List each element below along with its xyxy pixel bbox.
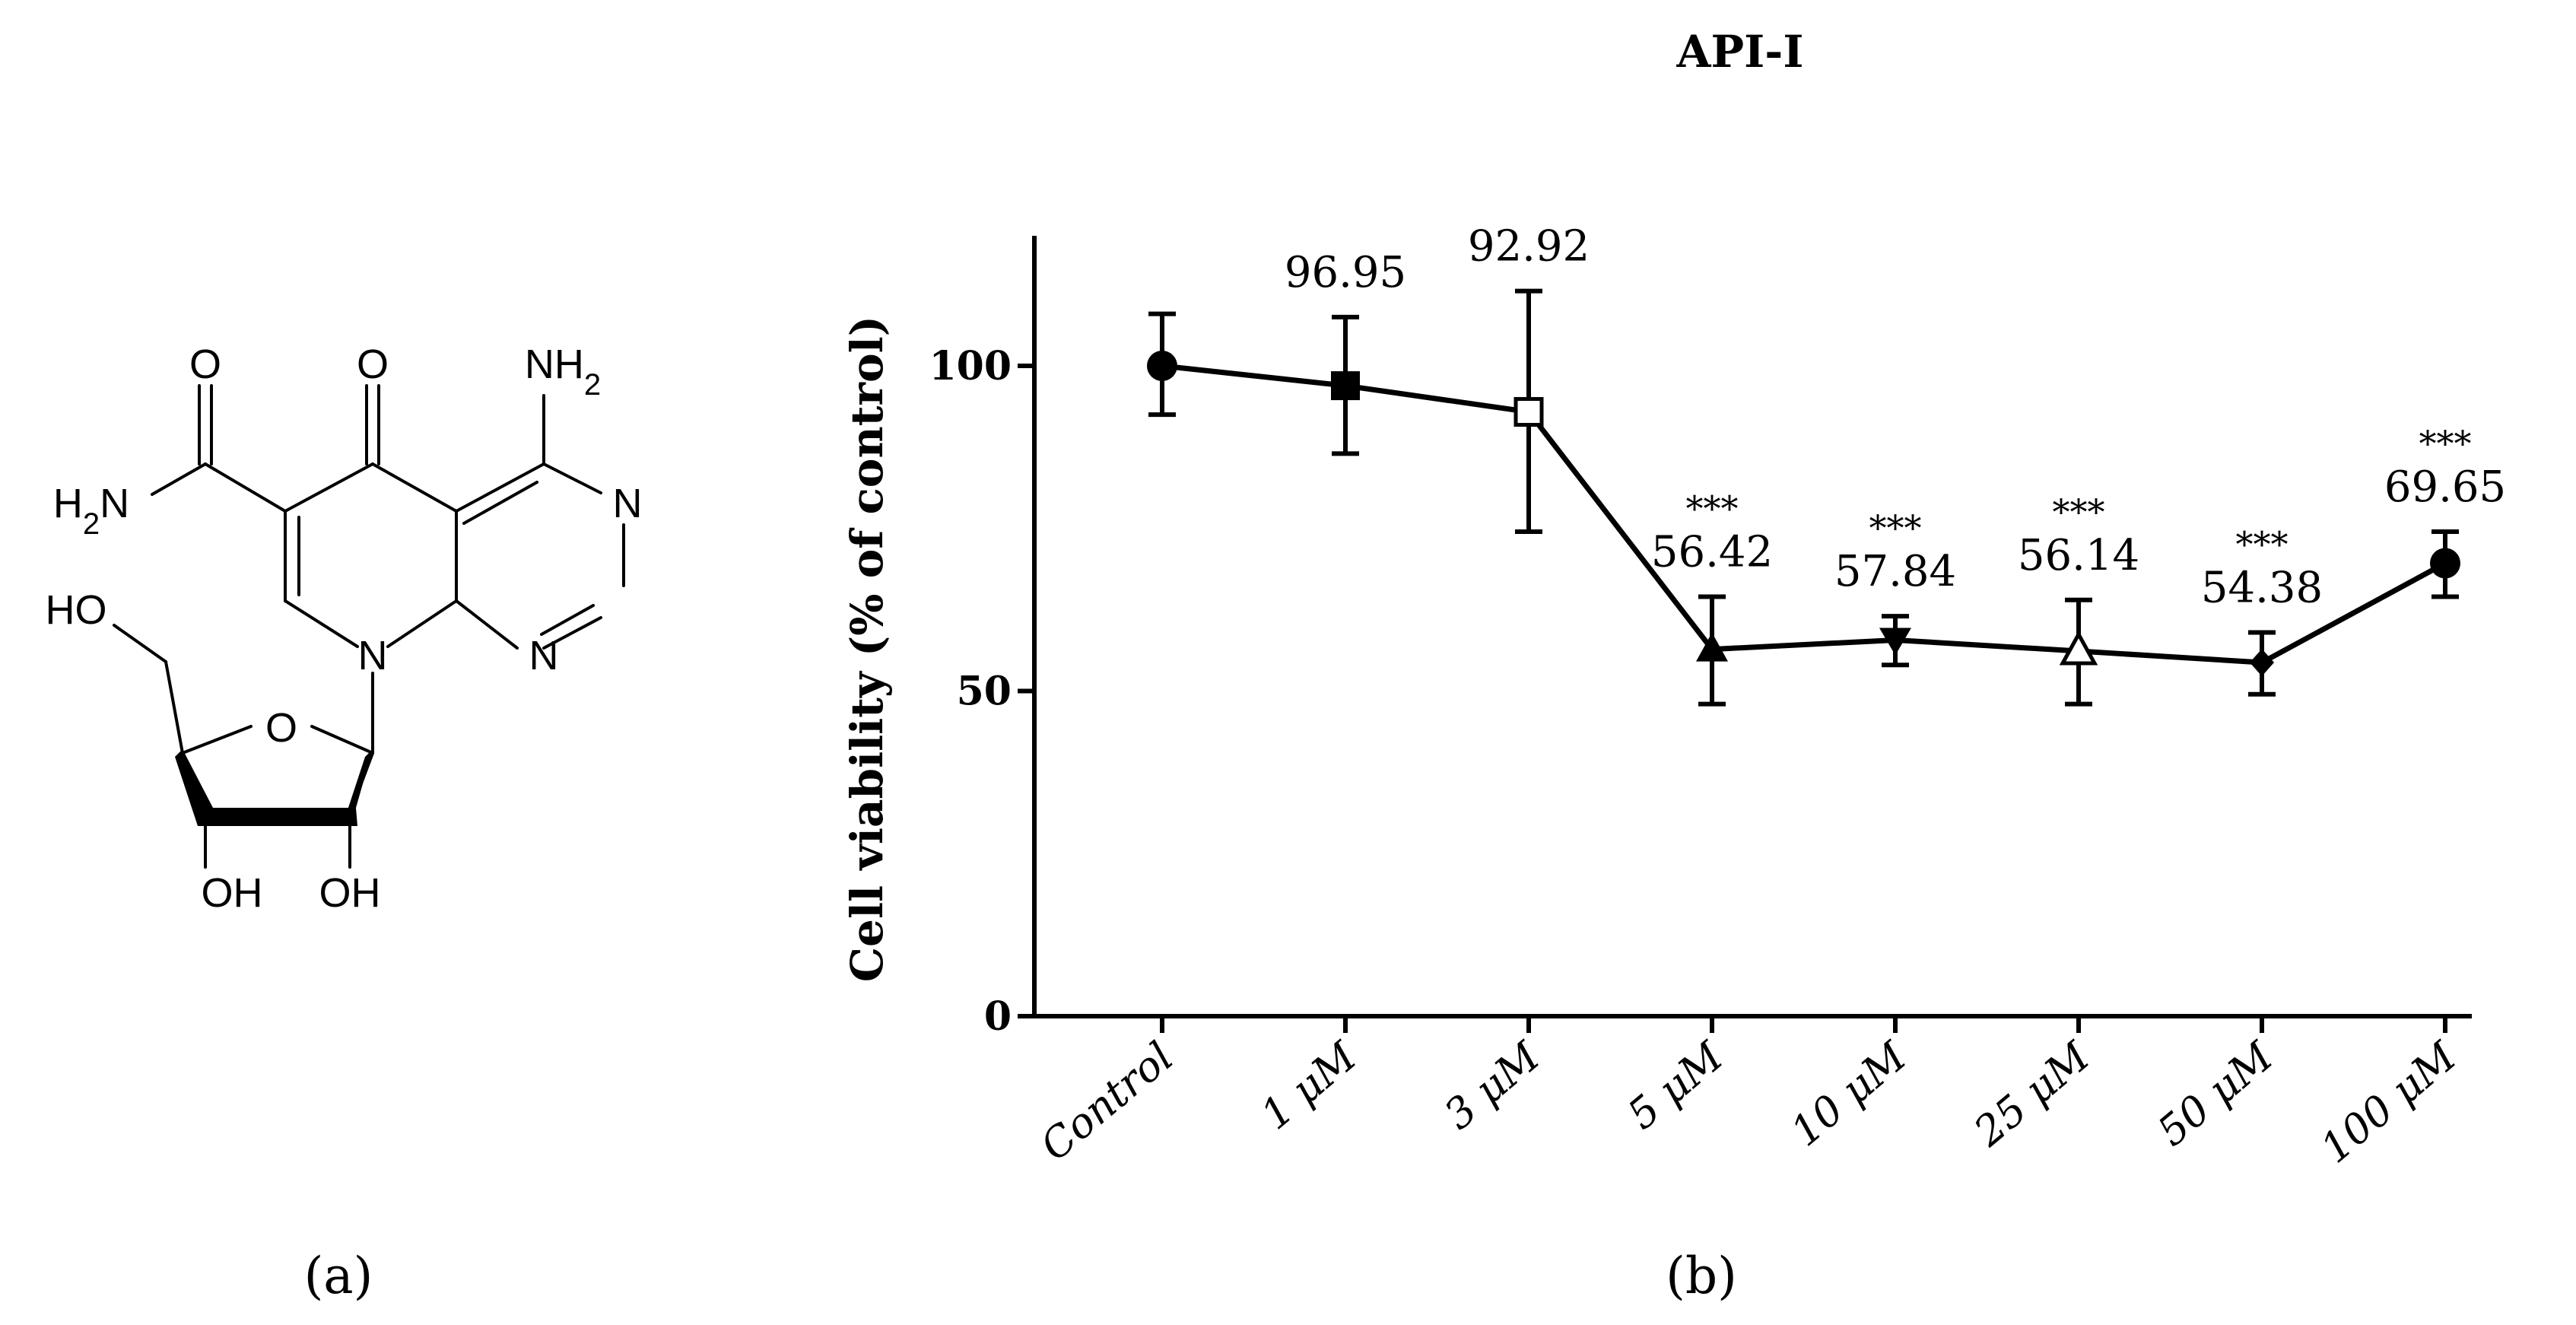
data-label: 56.14 xyxy=(2018,531,2139,580)
bond xyxy=(542,616,602,650)
x-tick-label: Control xyxy=(1031,1033,1182,1171)
atom-oh-2: OH xyxy=(319,870,381,916)
bond xyxy=(386,599,458,648)
significance-marker: *** xyxy=(2053,491,2105,532)
panel-label-b: (b) xyxy=(1666,1247,1737,1305)
data-point xyxy=(1879,628,1911,656)
bond xyxy=(284,462,374,513)
significance-marker: *** xyxy=(2236,524,2289,565)
data-label: 54.38 xyxy=(2201,564,2323,613)
atom-n-lower: N xyxy=(529,633,559,678)
atom-o-ketone: O xyxy=(357,342,389,387)
bond xyxy=(540,604,595,636)
y-axis-label: Cell viability (% of control) xyxy=(841,316,893,982)
y-tick-label: 100 xyxy=(929,343,1012,389)
x-tick-label: 100 μM xyxy=(2312,1032,2466,1173)
bond xyxy=(371,462,458,513)
bond xyxy=(113,624,167,663)
bond xyxy=(164,660,184,755)
x-tick-label: 50 μM xyxy=(2149,1032,2283,1156)
x-tick-label: 5 μM xyxy=(1618,1032,1733,1139)
y-tick-label: 0 xyxy=(984,993,1012,1040)
bond xyxy=(151,462,207,496)
chart-title: API-I xyxy=(1676,26,1804,78)
data-point xyxy=(1147,351,1177,381)
data-point xyxy=(1331,371,1360,401)
atom-h2n: H2N xyxy=(53,481,129,541)
data-label: 69.65 xyxy=(2384,462,2506,512)
atom-n-right: N xyxy=(613,481,643,526)
bond xyxy=(284,599,359,648)
atom-n-ring: N xyxy=(358,633,388,678)
x-tick-label: 25 μM xyxy=(1965,1032,2100,1156)
bond xyxy=(181,725,253,755)
data-label: 96.95 xyxy=(1285,248,1406,297)
panel-label-a: (a) xyxy=(304,1247,373,1305)
x-tick-label: 3 μM xyxy=(1435,1032,1550,1139)
series-line xyxy=(1161,363,2447,666)
wedge-bond xyxy=(198,808,357,826)
data-label: 57.84 xyxy=(1834,547,1956,596)
significance-marker: *** xyxy=(1869,507,1922,548)
atom-oh-1: OH xyxy=(202,870,263,916)
data-point xyxy=(2430,548,2460,579)
wedge-bond xyxy=(344,749,373,821)
atom-nh2: NH2 xyxy=(525,342,601,402)
plot-area: 0 50 100 Cell viability (% of control) Contr… xyxy=(841,222,2506,1173)
bond xyxy=(542,462,602,494)
data-label: 56.42 xyxy=(1651,528,1773,577)
x-tick-label: 1 μM xyxy=(1252,1032,1367,1139)
bond xyxy=(455,599,519,650)
bond xyxy=(204,462,287,513)
data-point xyxy=(2059,630,2098,666)
y-tick-label: 50 xyxy=(957,669,1012,715)
data-label: 92.92 xyxy=(1468,222,1590,272)
atom-labels: O O NH2 H2N N N N HO O OH OH xyxy=(46,342,643,916)
atom-o-sugar: O xyxy=(265,705,297,751)
atom-o-amide: O xyxy=(189,342,221,387)
bond xyxy=(462,481,538,525)
significance-marker: *** xyxy=(1686,488,1739,529)
data-point xyxy=(2250,649,2274,677)
atom-ho: HO xyxy=(46,587,107,633)
bond xyxy=(310,725,374,755)
x-tick-label: 10 μM xyxy=(1782,1032,1917,1156)
bond xyxy=(455,462,545,513)
data-point xyxy=(1696,632,1728,662)
significance-marker: *** xyxy=(2419,423,2472,464)
wedge-bond xyxy=(175,749,213,826)
data-point xyxy=(1514,397,1544,427)
